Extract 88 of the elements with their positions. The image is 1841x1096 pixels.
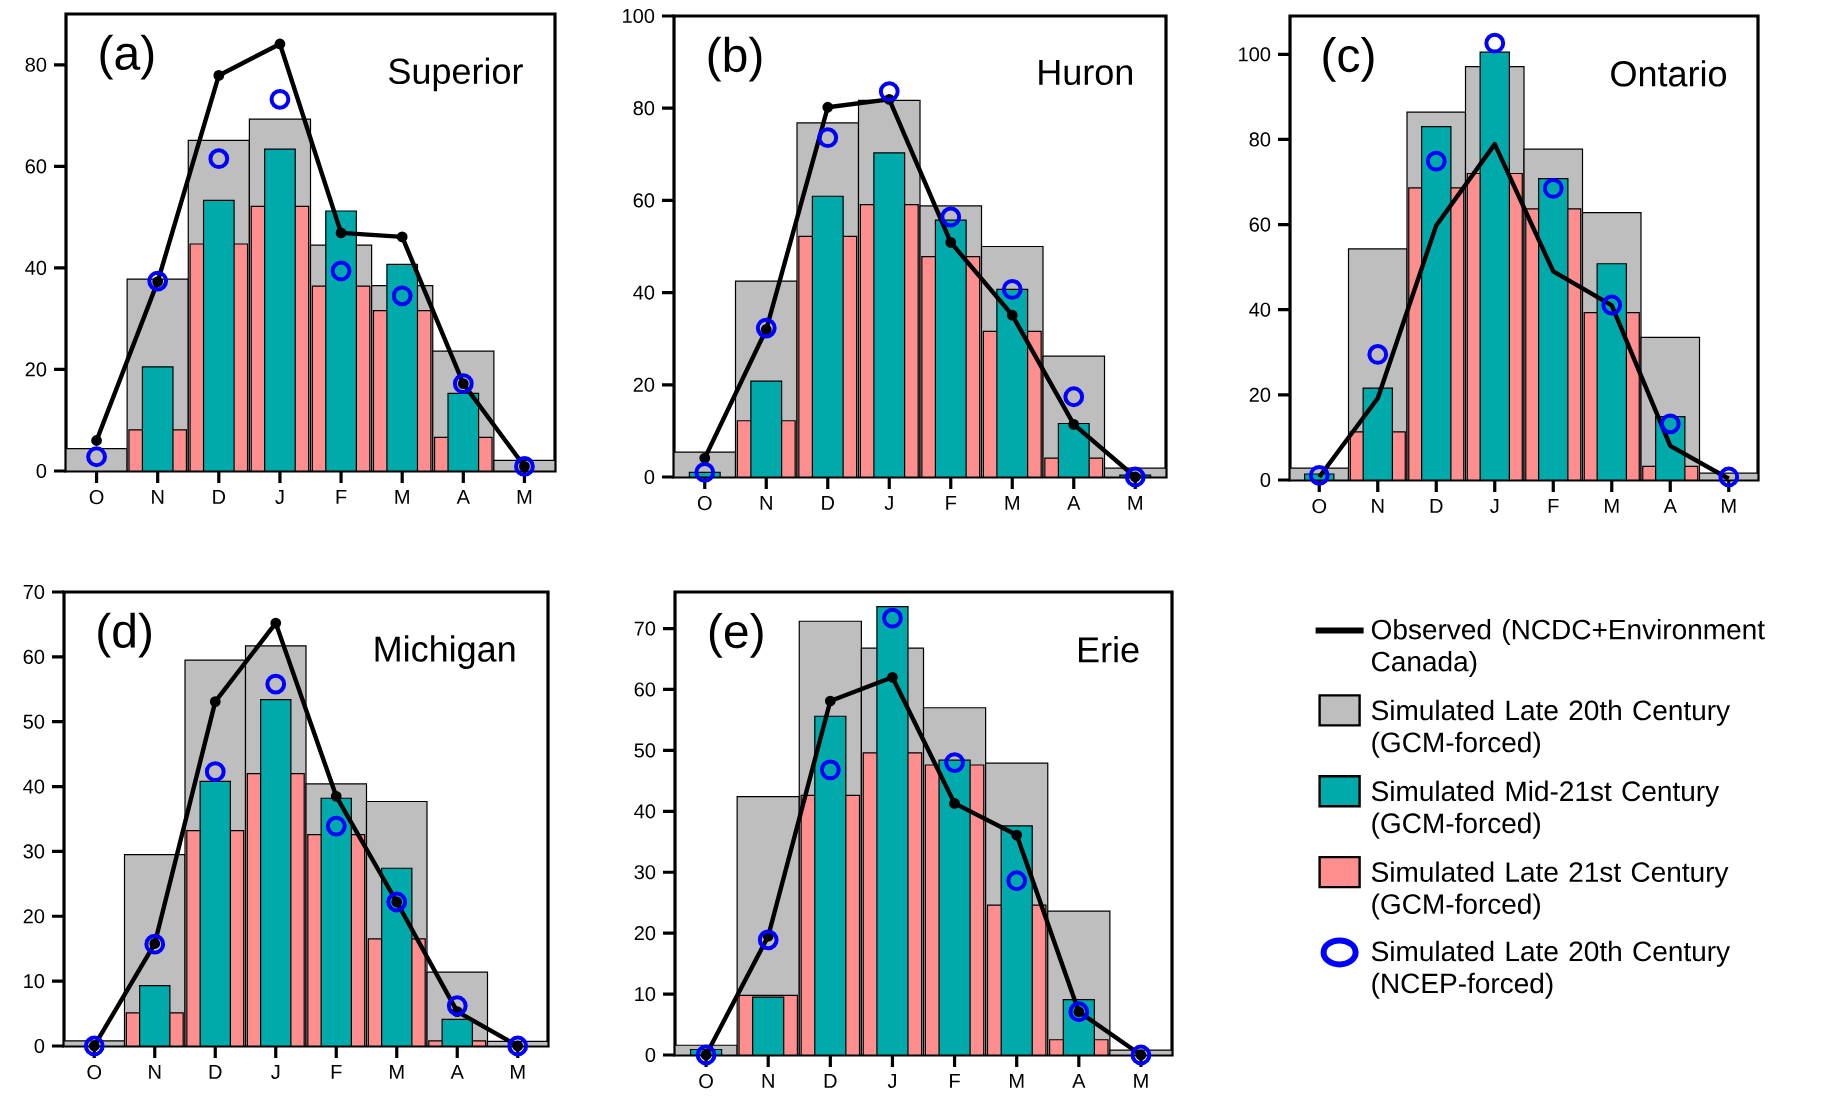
x-tick-label: M: [1005, 496, 1019, 510]
x-tick-label: A: [1663, 499, 1677, 513]
legend-label: Simulated Late 20th Century (GCM-forced): [1371, 699, 1731, 758]
text: Erie: [1079, 636, 1139, 663]
legend-label: Simulated Late 20th Century (NCEP-forced): [1371, 940, 1731, 999]
x-tick-label: N: [152, 490, 164, 504]
chart-title: (b): [708, 36, 762, 82]
x-tick-label: J: [884, 496, 893, 510]
x-tick-label: A: [1072, 1074, 1086, 1088]
x-tick-label: D: [209, 1065, 222, 1079]
x-tick-label: N: [1372, 499, 1384, 513]
x-tick-label: D: [213, 490, 226, 504]
x-tick-label: F: [950, 1074, 960, 1088]
y-tick-label: 20: [634, 926, 656, 941]
legend-label: Simulated Mid-21st Century (GCM-forced): [1371, 780, 1720, 839]
legend-label: Observed (NCDC+Environment Canada): [1371, 618, 1765, 678]
x-tick-label: A: [456, 490, 470, 504]
x-tick-label: F: [331, 1065, 342, 1079]
y-tick-label: 60: [1249, 217, 1271, 232]
x-tick-label: N: [149, 1065, 161, 1079]
chart-title: (e): [709, 612, 763, 658]
x-tick-label: O: [87, 1065, 102, 1080]
y-tick-label: 40: [1249, 302, 1271, 317]
y-tick-label: 60: [25, 159, 47, 174]
y-tick-label: 70: [634, 621, 656, 636]
y-tick-label: 80: [633, 101, 655, 116]
y-tick-label: 100: [1239, 47, 1271, 62]
y-tick-label: 0: [1260, 472, 1271, 488]
x-tick-label: F: [1548, 499, 1559, 513]
y-tick-label: 20: [23, 909, 45, 924]
text: Ontario: [1611, 60, 1727, 87]
x-tick-label: M: [517, 490, 532, 504]
x-tick-label: F: [946, 496, 957, 510]
x-tick-label: D: [822, 496, 835, 510]
y-tick-label: 50: [634, 743, 656, 758]
y-tick-label: 60: [634, 682, 656, 697]
y-tick-label: 40: [634, 804, 656, 819]
text: Huron: [1039, 59, 1132, 86]
x-tick-label: J: [887, 1074, 896, 1088]
y-tick-label: 0: [644, 469, 655, 485]
y-tick-label: 40: [23, 779, 45, 794]
text: Michigan: [375, 635, 515, 669]
x-tick-label: M: [1722, 499, 1736, 513]
x-tick-label: J: [271, 1065, 280, 1079]
x-tick-label: N: [762, 1074, 774, 1088]
x-tick-label: A: [1067, 496, 1081, 510]
x-tick-label: O: [697, 496, 712, 511]
y-tick-label: 20: [1249, 387, 1271, 402]
y-tick-label: 60: [633, 193, 655, 208]
x-tick-label: M: [511, 1065, 525, 1079]
x-tick-label: J: [1490, 499, 1499, 513]
y-tick-label: 20: [633, 377, 655, 392]
chart-title: (a): [100, 34, 154, 80]
x-tick-label: N: [760, 496, 772, 510]
x-tick-label: M: [1010, 1074, 1024, 1088]
x-tick-label: M: [390, 1065, 404, 1079]
x-tick-label: D: [1430, 499, 1443, 513]
y-tick-label: 40: [633, 285, 655, 300]
y-tick-label: 0: [34, 1038, 45, 1054]
x-tick-label: M: [1128, 496, 1142, 510]
legend-label: Simulated Late 21st Century (GCM-forced): [1371, 861, 1729, 920]
x-tick-label: F: [336, 490, 347, 504]
chart-title: (d): [98, 612, 151, 658]
y-tick-label: 30: [634, 865, 656, 880]
x-tick-label: A: [450, 1065, 464, 1079]
y-tick-label: 50: [23, 714, 45, 729]
y-tick-label: 80: [1249, 132, 1271, 147]
y-tick-label: 10: [635, 986, 656, 1002]
y-tick-label: 80: [25, 57, 47, 72]
x-tick-label: M: [1605, 499, 1619, 513]
x-tick-label: D: [824, 1074, 837, 1088]
x-tick-label: J: [275, 490, 284, 504]
y-tick-label: 60: [23, 649, 45, 664]
text: Superior: [389, 57, 523, 92]
y-tick-label: 40: [25, 260, 47, 275]
x-tick-label: M: [1134, 1074, 1148, 1088]
x-tick-label: O: [89, 490, 104, 505]
y-tick-label: 10: [24, 974, 45, 989]
y-tick-label: 30: [23, 844, 45, 859]
chart-title: (c): [1323, 36, 1374, 82]
y-tick-label: 70: [23, 584, 45, 600]
x-tick-label: M: [395, 490, 409, 504]
x-tick-label: O: [1312, 499, 1327, 514]
y-tick-label: 100: [623, 8, 655, 24]
y-tick-label: 0: [36, 463, 47, 479]
x-tick-label: O: [699, 1074, 713, 1089]
y-tick-label: 20: [25, 362, 47, 377]
y-tick-label: 0: [645, 1047, 656, 1063]
